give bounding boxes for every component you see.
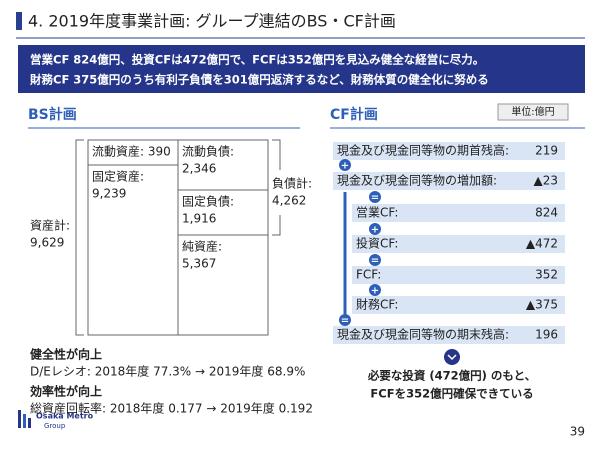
- bs-diagram: [75, 139, 281, 336]
- operator-circle: [339, 159, 351, 171]
- cf-row: [352, 296, 565, 314]
- bs-label: 流動資産: 390: [92, 144, 171, 159]
- cf-label: 投資CF:: [356, 236, 398, 251]
- logo-bar: [23, 414, 26, 428]
- cf-label: 財務CF:: [356, 297, 398, 312]
- note: 総資産回転率: 2018年度 0.177 → 2019年度 0.192: [30, 401, 313, 416]
- bs-value: 9,239: [92, 187, 126, 201]
- cf-row: [333, 326, 565, 344]
- bs-label: 純資産:: [182, 239, 222, 254]
- cf-row: [352, 266, 565, 284]
- cf-label: 現金及び現金同等物の期末残高:: [337, 327, 509, 342]
- operator: =: [371, 193, 379, 204]
- operator-circle: [369, 254, 381, 266]
- banner-line: 営業CF 824億円、投資CFは472億円で、FCFは352億円を見込み健全な経…: [30, 53, 484, 67]
- cf-row: [352, 235, 565, 253]
- cf-heading: CF計画: [330, 106, 378, 123]
- logo-bar: [28, 418, 31, 428]
- cf-value: ▲375: [526, 298, 558, 312]
- note: 効率性が向上: [30, 384, 102, 399]
- unit: 単位:億円: [511, 105, 554, 118]
- conclusion: 必要な投資 (472億円) のもと、: [367, 369, 536, 383]
- cf-value: 219: [535, 144, 558, 158]
- note: D/Eレシオ: 2018年度 77.3% → 2019年度 68.9%: [30, 364, 305, 379]
- cf-value: 196: [535, 328, 558, 342]
- title-marker: [16, 12, 22, 30]
- bs-label: 流動負債:: [182, 144, 234, 159]
- liabilities-label: 負債計:: [272, 176, 312, 191]
- cf-value: ▲472: [526, 237, 558, 251]
- liabilities-value: 4,262: [272, 194, 306, 208]
- operator: +: [371, 286, 379, 297]
- operator-circle: [369, 223, 381, 235]
- logo-bar: [18, 410, 21, 428]
- cf-label: 営業CF:: [356, 206, 398, 220]
- cf-value: ▲23: [534, 174, 559, 188]
- assets-label: 資産計:: [30, 218, 70, 233]
- arrow: [447, 354, 457, 361]
- cf-label: FCF:: [356, 268, 381, 282]
- operator: =: [371, 256, 379, 267]
- operator-circle: [339, 314, 351, 326]
- operator-circle: [369, 191, 381, 203]
- bs-heading: BS計画: [28, 106, 77, 123]
- note: 健全性が向上: [30, 347, 102, 362]
- bs-value: 5,367: [182, 257, 216, 271]
- operator: +: [371, 225, 379, 236]
- conclusion: FCFを352億円確保できている: [370, 387, 533, 401]
- assets-value: 9,629: [30, 236, 64, 250]
- logo: Osaka Metro: [36, 412, 94, 421]
- cf-label: 現金及び現金同等物の期首残高:: [337, 143, 509, 158]
- banner-line: 財務CF 375億円のうち有利子負債を301億円返済するなど、財務体質の健全化に…: [29, 73, 489, 87]
- cf-row: [352, 204, 565, 222]
- page-number: 39: [570, 425, 585, 439]
- bs-label: 固定資産:: [92, 169, 144, 184]
- cf-row: [333, 172, 565, 190]
- cf-value: 352: [535, 268, 558, 282]
- cf-label: 現金及び現金同等物の増加額:: [337, 173, 497, 188]
- bs-value: 1,916: [182, 212, 216, 226]
- banner: [18, 45, 585, 93]
- cf-row: [333, 142, 565, 160]
- bracket: [272, 215, 281, 236]
- logo-sub: Group: [44, 422, 66, 430]
- cf-value: 824: [535, 206, 558, 220]
- operator: +: [341, 161, 349, 172]
- arrow-circle: [444, 349, 460, 365]
- operator: =: [341, 316, 349, 327]
- bracket: [272, 139, 281, 170]
- unit-box: [497, 103, 569, 121]
- operator-circle: [369, 284, 381, 296]
- title: 4. 2019年度事業計画: グループ連結のBS・CF計画: [28, 12, 396, 31]
- bs-label: 固定負債:: [182, 194, 234, 209]
- bracket: [75, 139, 84, 336]
- bs-value: 2,346: [182, 162, 216, 176]
